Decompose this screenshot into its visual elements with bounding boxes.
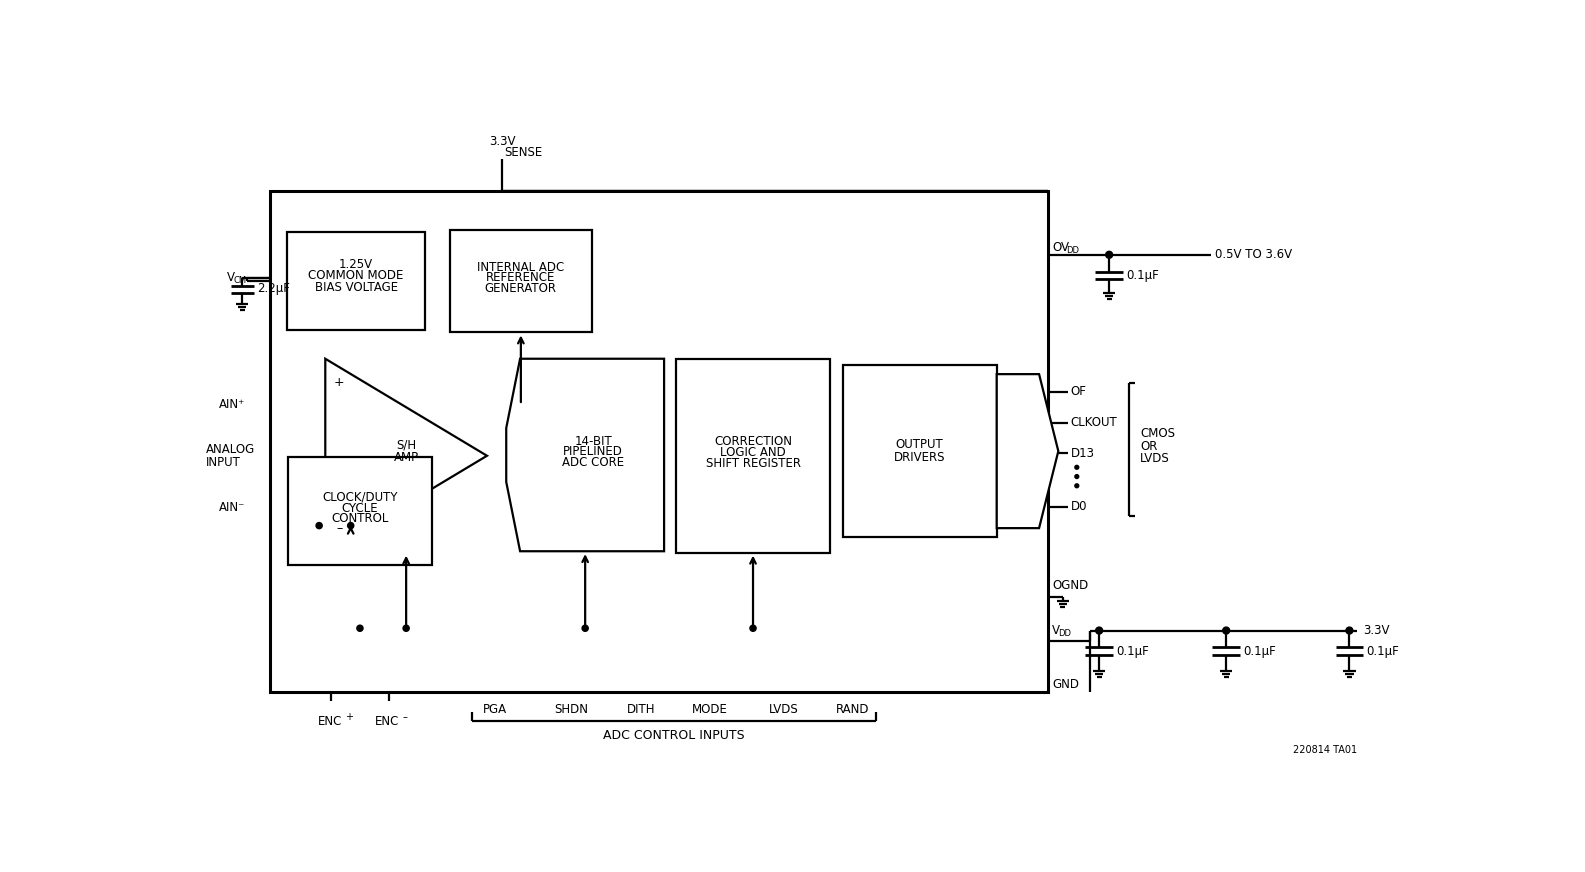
Circle shape — [750, 625, 756, 631]
Text: ENC: ENC — [376, 715, 399, 728]
Text: CLOCK/DUTY: CLOCK/DUTY — [322, 491, 398, 504]
Text: CYCLE: CYCLE — [342, 501, 379, 514]
Bar — [450, 230, 591, 331]
Text: INTERNAL ADC: INTERNAL ADC — [477, 261, 564, 274]
Text: CONTROL: CONTROL — [331, 513, 388, 526]
Text: S/H: S/H — [396, 439, 417, 452]
Text: 2.2μF: 2.2μF — [257, 283, 290, 295]
Text: 3.3V: 3.3V — [1363, 624, 1390, 637]
Text: GENERATOR: GENERATOR — [485, 283, 556, 295]
Bar — [287, 233, 425, 330]
Text: LVDS: LVDS — [1140, 452, 1170, 465]
Text: 0.1μF: 0.1μF — [1366, 644, 1400, 657]
Text: 0.1μF: 0.1μF — [1116, 644, 1149, 657]
Text: D13: D13 — [1070, 447, 1095, 460]
Text: AIN⁺: AIN⁺ — [219, 399, 246, 412]
Text: 220814 TA01: 220814 TA01 — [1293, 745, 1357, 755]
Text: BIAS VOLTAGE: BIAS VOLTAGE — [314, 281, 398, 294]
Text: PGA: PGA — [482, 703, 507, 716]
Text: LOGIC AND: LOGIC AND — [720, 446, 786, 460]
Text: CLKOUT: CLKOUT — [1070, 416, 1117, 429]
Text: DRIVERS: DRIVERS — [894, 451, 946, 464]
Text: GND: GND — [1052, 678, 1079, 691]
Circle shape — [1075, 474, 1079, 479]
Text: V: V — [1052, 624, 1060, 637]
Text: OV: OV — [1052, 241, 1070, 254]
Circle shape — [582, 625, 588, 631]
Bar — [675, 358, 831, 553]
Polygon shape — [997, 374, 1059, 528]
Circle shape — [347, 522, 353, 528]
Text: CM: CM — [233, 276, 247, 285]
Circle shape — [1095, 627, 1103, 634]
Text: RAND: RAND — [835, 703, 870, 716]
Polygon shape — [325, 358, 487, 553]
Text: ANALOG: ANALOG — [206, 444, 255, 456]
Text: ENC: ENC — [317, 715, 342, 728]
Text: COMMON MODE: COMMON MODE — [309, 269, 404, 282]
Text: AIN⁻: AIN⁻ — [219, 501, 246, 514]
Text: LVDS: LVDS — [769, 703, 799, 716]
Circle shape — [1346, 627, 1354, 634]
Text: DD: DD — [1067, 246, 1079, 255]
Text: OGND: OGND — [1052, 579, 1089, 592]
Text: REFERENCE: REFERENCE — [487, 271, 556, 284]
Text: AMP: AMP — [393, 451, 418, 464]
Text: 0.1μF: 0.1μF — [1243, 644, 1276, 657]
Circle shape — [1075, 466, 1079, 469]
Text: 0.5V TO 3.6V: 0.5V TO 3.6V — [1214, 249, 1292, 262]
Text: CORRECTION: CORRECTION — [713, 435, 792, 448]
Circle shape — [1222, 627, 1230, 634]
Circle shape — [315, 522, 322, 528]
Circle shape — [357, 625, 363, 631]
Text: 1.25V: 1.25V — [339, 258, 372, 271]
Text: D0: D0 — [1070, 500, 1087, 513]
Circle shape — [1075, 484, 1079, 487]
Text: 3.3V: 3.3V — [490, 135, 515, 148]
Text: MODE: MODE — [693, 703, 728, 716]
Text: DD: DD — [1059, 629, 1071, 638]
Text: 0.1μF: 0.1μF — [1125, 269, 1159, 282]
Text: DITH: DITH — [626, 703, 655, 716]
Text: CMOS: CMOS — [1140, 427, 1174, 440]
Text: PIPELINED: PIPELINED — [563, 446, 623, 459]
Circle shape — [1106, 251, 1113, 258]
Text: INPUT: INPUT — [206, 456, 241, 469]
Text: +: + — [346, 712, 353, 722]
Polygon shape — [506, 358, 664, 551]
Text: V: V — [227, 271, 235, 284]
Bar — [269, 191, 1048, 692]
Text: +: + — [334, 377, 344, 390]
Text: ADC CONTROL INPUTS: ADC CONTROL INPUTS — [602, 729, 745, 742]
Text: –: – — [336, 522, 342, 535]
Text: SHDN: SHDN — [555, 703, 588, 716]
Circle shape — [403, 625, 409, 631]
Text: OF: OF — [1070, 385, 1087, 399]
Text: SENSE: SENSE — [504, 146, 544, 159]
Text: 14-BIT: 14-BIT — [574, 434, 612, 447]
Bar — [288, 457, 431, 565]
Text: OR: OR — [1140, 439, 1157, 453]
Text: ADC CORE: ADC CORE — [563, 456, 624, 469]
Text: SHIFT REGISTER: SHIFT REGISTER — [705, 457, 800, 470]
Text: OUTPUT: OUTPUT — [896, 439, 943, 452]
Text: –: – — [403, 712, 407, 722]
Bar — [843, 364, 997, 537]
